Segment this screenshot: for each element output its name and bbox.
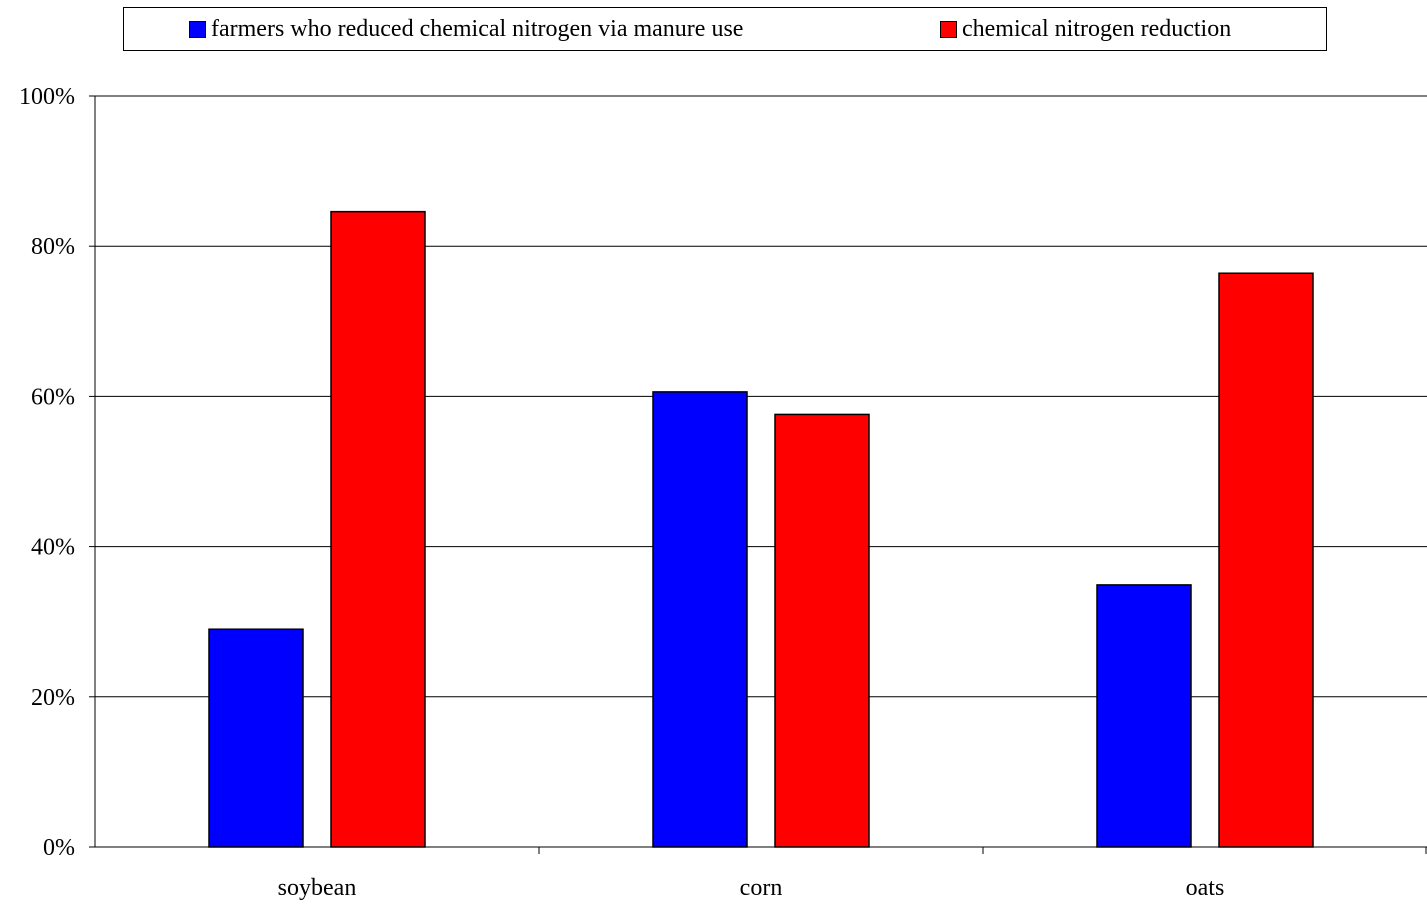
bar-series-1-corn: [774, 413, 870, 848]
bars: [208, 210, 1314, 848]
bar-series-1-soybean: [330, 210, 426, 848]
x-tick-label: oats: [1186, 875, 1225, 901]
legend-label-series-1: chemical nitrogen reduction: [962, 15, 1232, 42]
y-tick-label: 80%: [31, 234, 75, 260]
y-tick-label: 40%: [31, 535, 75, 561]
legend-item-series-0: farmers who reduced chemical nitrogen vi…: [189, 8, 743, 50]
bar-series-1-oats: [1218, 272, 1314, 848]
y-tick-label: 60%: [31, 384, 75, 410]
y-tick-label: 100%: [19, 84, 75, 110]
bar-series-0-oats: [1096, 584, 1192, 848]
x-tick-labels: soybean corn oats: [278, 875, 1225, 901]
legend-swatch-series-0: [189, 20, 206, 38]
x-tick-label: soybean: [278, 875, 357, 901]
x-tick-label: corn: [740, 875, 783, 901]
bar-series-0-soybean: [208, 628, 304, 848]
legend-swatch-series-1: [940, 20, 957, 38]
bar-series-0-corn: [652, 391, 748, 848]
axes: [89, 95, 1427, 854]
y-tick-label: 20%: [31, 685, 75, 711]
y-tick-label: 0%: [43, 835, 75, 861]
gridlines: [95, 95, 1427, 698]
y-tick-labels: 0% 20% 40% 60% 80% 100%: [19, 84, 75, 861]
legend: farmers who reduced chemical nitrogen vi…: [123, 7, 1327, 51]
legend-item-series-1: chemical nitrogen reduction: [940, 8, 1231, 50]
legend-label-series-0: farmers who reduced chemical nitrogen vi…: [211, 15, 744, 42]
